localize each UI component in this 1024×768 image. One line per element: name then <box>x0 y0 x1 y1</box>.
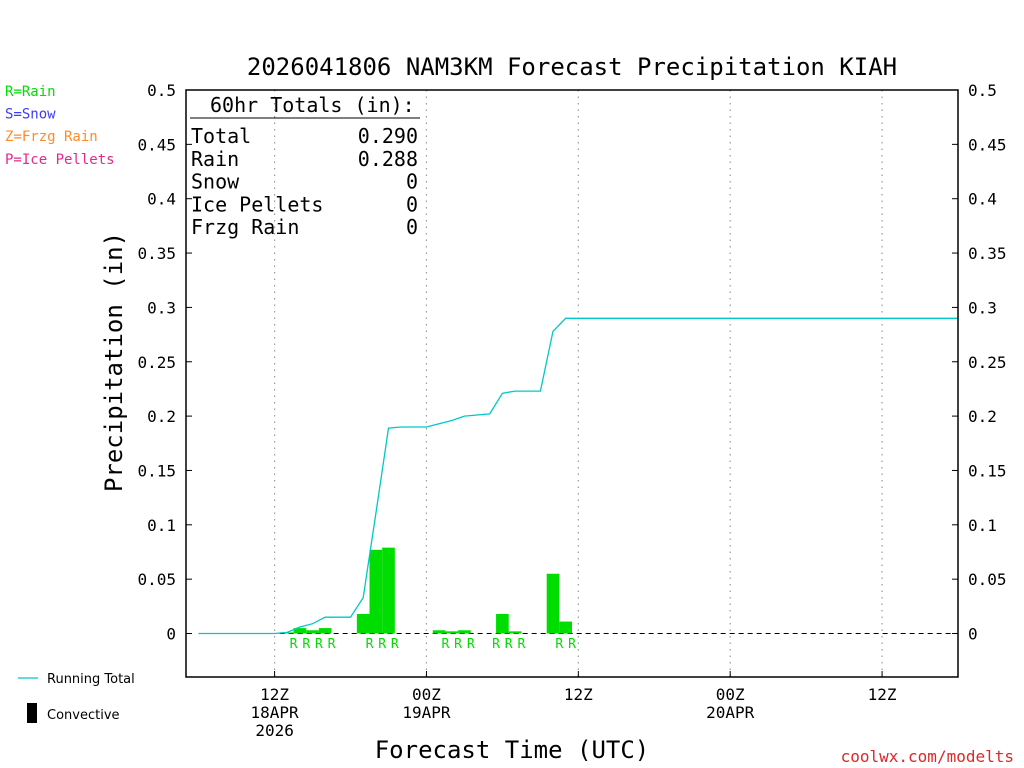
totals-row-label: Rain <box>191 147 239 171</box>
totals-header: 60hr Totals (in): <box>210 93 415 117</box>
type-legend-item: Z=Frzg Rain <box>5 129 98 145</box>
convective-legend-swatch <box>27 703 37 723</box>
y-tick-label-left: 0.4 <box>147 190 176 209</box>
totals-row-value: 0 <box>406 170 418 194</box>
totals-box: 60hr Totals (in): Total 0.290 Rain 0.288 Sno… <box>190 93 420 239</box>
precip-type-label: R <box>454 637 462 652</box>
y-tick-label-left: 0.45 <box>137 135 176 154</box>
precip-type-label: R <box>315 637 323 652</box>
y-axis-label: Precipitation (in) <box>100 232 128 492</box>
y-tick-label-right: 0.1 <box>968 516 997 535</box>
rain-bar <box>496 613 509 634</box>
y-tick-label-left: 0.35 <box>137 244 176 263</box>
x-tick-label: 12Z <box>260 685 289 704</box>
y-tick-label-left: 0.05 <box>137 570 176 589</box>
rain-bar <box>369 549 383 634</box>
totals-row-label: Total <box>191 124 251 148</box>
rain-bar <box>546 573 560 634</box>
precip-type-legend: R=Rain S=Snow Z=Frzg Rain P=Ice Pellets <box>5 84 115 168</box>
running-total-legend-label: Running Total <box>47 672 135 687</box>
running-total-line <box>198 317 958 635</box>
chart-title: 2026041806 NAM3KM Forecast Precipitation… <box>247 53 897 81</box>
y-tick-label-right: 0.15 <box>968 461 1007 480</box>
totals-row-value: 0.288 <box>358 147 418 171</box>
rain-bar <box>356 613 370 634</box>
x-tick-label: 12Z <box>564 685 593 704</box>
precip-type-label: R <box>492 637 500 652</box>
y-tick-label-left: 0.1 <box>147 516 176 535</box>
y-tick-label-left: 0.2 <box>147 407 176 426</box>
precip-type-label: R <box>378 637 386 652</box>
x-tick-label: 20APR <box>706 703 755 722</box>
type-legend-item: P=Ice Pellets <box>5 152 115 168</box>
x-tick-label: 18APR <box>251 703 300 722</box>
rain-bar <box>432 630 446 634</box>
rain-bars <box>280 547 572 634</box>
y-tick-label-right: 0.3 <box>968 298 997 317</box>
precip-type-label: R <box>442 637 450 652</box>
totals-row-label: Frzg Rain <box>191 215 299 239</box>
type-legend-item: S=Snow <box>5 107 56 123</box>
y-tick-label-right: 0 <box>968 625 978 644</box>
precip-type-label: R <box>555 637 563 652</box>
y-axis-right: 0 0.05 0.1 0.15 0.2 0.25 0.3 0.35 0.4 0.45 0.5 <box>952 81 1007 644</box>
y-tick-label-left: 0.3 <box>147 298 176 317</box>
totals-row-value: 0 <box>406 215 418 239</box>
y-axis-left: 0 0.05 0.1 0.15 0.2 0.25 0.3 0.35 0.4 0.45 0.5 <box>137 81 192 644</box>
convective-legend-label: Convective <box>47 708 120 723</box>
x-tick-label: 00Z <box>412 685 441 704</box>
rain-bar <box>293 628 307 634</box>
precip-type-label: R <box>302 637 310 652</box>
precip-type-label: R <box>505 637 513 652</box>
precip-type-label: R <box>517 637 525 652</box>
x-tick-label: 00Z <box>716 685 745 704</box>
x-tick-label: 2026 <box>255 721 294 740</box>
y-tick-label-right: 0.4 <box>968 190 997 209</box>
rain-bar <box>382 547 395 634</box>
totals-row-value: 0.290 <box>358 124 418 148</box>
precip-type-label: R <box>568 637 576 652</box>
x-axis-label: Forecast Time (UTC) <box>375 736 650 764</box>
rain-bar <box>559 621 572 634</box>
y-tick-label-right: 0.05 <box>968 570 1007 589</box>
precip-type-label: R <box>467 637 475 652</box>
precip-type-label: R <box>391 637 399 652</box>
y-tick-label-left: 0.15 <box>137 461 176 480</box>
plot-frame <box>185 89 959 678</box>
y-tick-label-left: 0.25 <box>137 353 176 372</box>
rain-bar <box>306 630 319 634</box>
y-tick-label-right: 0.35 <box>968 244 1007 263</box>
totals-row-value: 0 <box>406 192 418 216</box>
y-tick-label-left: 0 <box>166 625 176 644</box>
precip-type-label: R <box>290 637 298 652</box>
rain-bar <box>318 628 332 634</box>
series-legend: Running Total Convective <box>18 672 135 723</box>
rain-bar <box>445 631 459 634</box>
y-tick-label-right: 0.25 <box>968 353 1007 372</box>
precip-type-label: R <box>328 637 336 652</box>
type-legend-item: R=Rain <box>5 84 56 100</box>
totals-row-label: Snow <box>191 170 240 194</box>
x-tick-label: 12Z <box>868 685 897 704</box>
rain-bar <box>508 631 522 634</box>
x-tick-label: 19APR <box>402 703 451 722</box>
y-tick-label-right: 0.5 <box>968 81 997 100</box>
rain-bar <box>458 630 471 634</box>
totals-row-label: Ice Pellets <box>191 192 323 216</box>
y-tick-label-left: 0.5 <box>147 81 176 100</box>
vertical-grid <box>273 90 883 677</box>
footer-credit: coolwx.com/modelts <box>841 747 1014 766</box>
precip-type-label: R <box>366 637 374 652</box>
y-tick-label-right: 0.2 <box>968 407 997 426</box>
y-tick-label-right: 0.45 <box>968 135 1007 154</box>
